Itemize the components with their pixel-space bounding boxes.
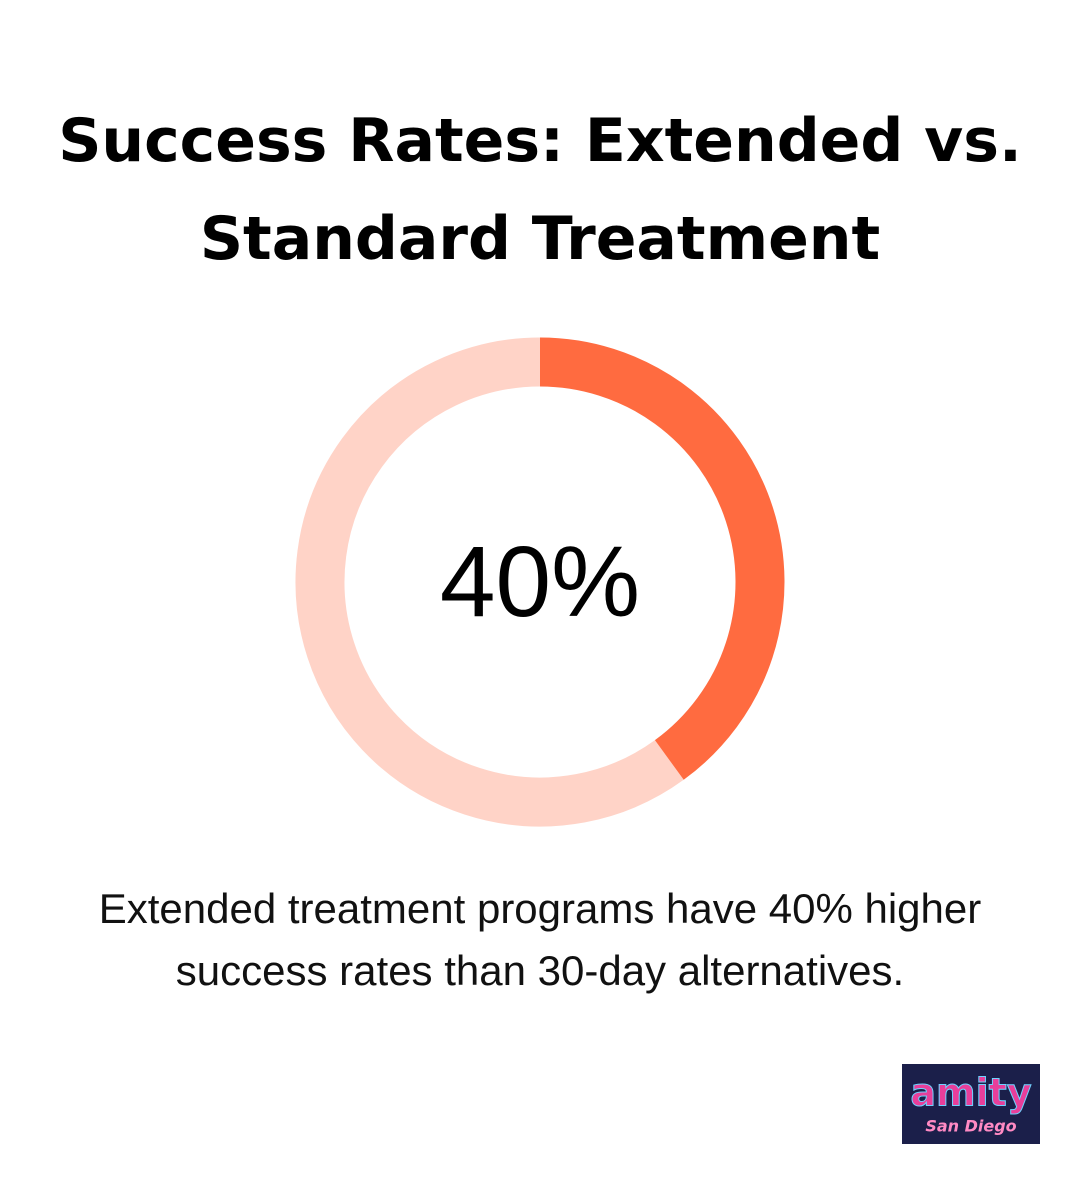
donut-segment xyxy=(539,337,785,780)
chart-title: Success Rates: Extended vs. Standard Tre… xyxy=(58,106,1022,274)
logo-subtitle: San Diego xyxy=(925,1117,1016,1136)
donut-segment xyxy=(295,337,684,827)
logo-box xyxy=(902,1064,1040,1144)
logo-title: amity xyxy=(910,1071,1031,1115)
center-label: 40% xyxy=(440,526,640,638)
caption: Extended treatment programs have 40% hig… xyxy=(98,885,982,994)
logo: amity San Diego xyxy=(902,1064,1040,1144)
